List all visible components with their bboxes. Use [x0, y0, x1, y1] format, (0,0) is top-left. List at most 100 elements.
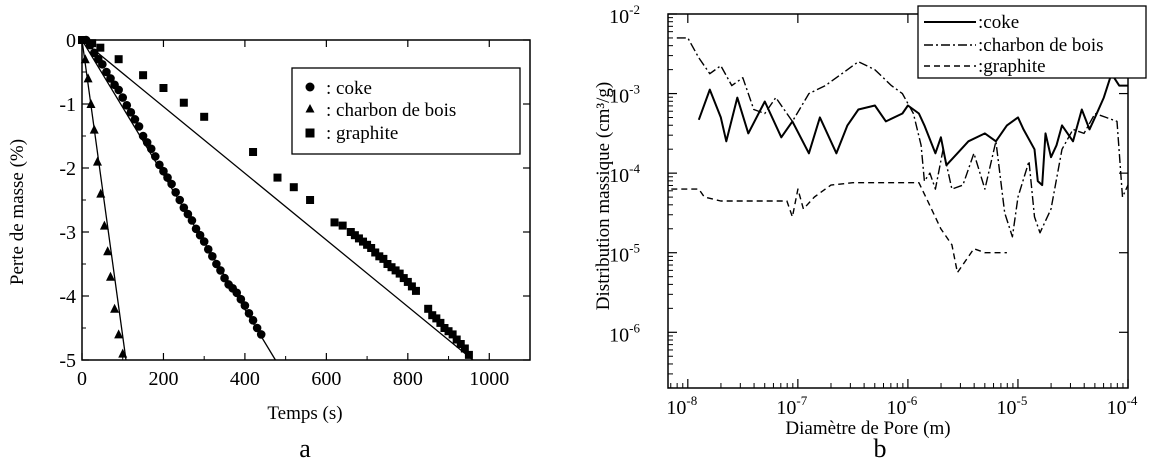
chart-a-point-graphite [306, 196, 315, 204]
chart-a-point-coke [195, 230, 205, 240]
chart-a-point-coke [134, 122, 144, 131]
chart-b-y-tick-label: 10-2 [609, 2, 640, 28]
chart-b-y-tick-exponent: -4 [629, 161, 640, 176]
chart-b-series-line-2 [671, 181, 1007, 274]
chart-a-point-graphite [139, 71, 148, 80]
chart-b-x-tick-label: 10-8 [666, 393, 697, 419]
chart-a-point-graphite [273, 173, 282, 182]
chart-a-point-graphite [200, 112, 209, 121]
chart-b-y-tick-base: 10 [609, 245, 629, 267]
chart-a-x-tick-label: 600 [311, 368, 341, 390]
chart-a-point-graphite [448, 330, 457, 339]
chart-a-point-coke [171, 188, 180, 197]
chart-a-point-coke [244, 308, 254, 318]
chart-a-point-graphite [428, 311, 437, 320]
chart-a-point-coke [232, 288, 242, 298]
chart-a-x-tick-label: 400 [230, 368, 260, 390]
chart-a-point-charbon [96, 188, 106, 198]
chart-a-point-graphite [330, 218, 339, 227]
chart-b-series-lines [671, 37, 1129, 274]
chart-a-point-coke [159, 166, 168, 176]
chart-a-point-coke [163, 173, 172, 182]
chart-b-x-tick-label: 10-6 [886, 393, 917, 419]
chart-a-point-coke [146, 144, 156, 154]
chart-a-point-charbon [99, 220, 109, 230]
chart-a-point-graphite [363, 240, 372, 249]
legend-a-graphite-label: : graphite [326, 123, 398, 144]
chart-b-y-tick-exponent: -3 [629, 82, 640, 97]
chart-a-point-graphite [403, 277, 412, 286]
chart-a-ticks: 0 200 400 600 800 1000 0 -1 -2 -3 -4 -5 [59, 30, 530, 390]
chart-a-point-graphite [367, 244, 376, 252]
legend-a-coke-marker [305, 82, 315, 92]
legend-a-coke-label: : coke [326, 78, 372, 99]
chart-a-point-charbon [83, 73, 93, 83]
chart-a-point-coke [138, 131, 148, 141]
chart-a-point-coke [175, 195, 185, 205]
chart-a-panel-label: a [299, 434, 311, 463]
chart-a-point-coke [236, 294, 246, 304]
chart-b-y-axis-label: Distribution massique (cm³/g) [593, 82, 614, 310]
chart-b-y-tick-base: 10 [609, 324, 629, 346]
legend-b-graphite-label: :graphite [978, 56, 1046, 77]
chart-a-point-coke [187, 216, 197, 225]
chart-a-fit-line-2 [81, 39, 474, 361]
chart-a-point-coke [142, 138, 152, 147]
chart-b-y-tick-base: 10 [609, 165, 629, 187]
chart-b: 10-8 10-7 10-6 10-5 10-410-210-310-410-510-6… [593, 2, 1147, 463]
chart-a-point-coke [199, 237, 209, 246]
chart-a-point-coke [248, 316, 258, 325]
chart-a-point-graphite [354, 234, 363, 243]
chart-b-x-tick-label: 10-7 [776, 393, 807, 419]
chart-a-point-charbon [114, 329, 124, 339]
chart-b-series-line-1 [676, 37, 1129, 238]
chart-a-point-charbon [103, 246, 113, 256]
chart-b-y-tick-label: 10-3 [609, 82, 640, 108]
chart-a-point-coke [252, 323, 262, 333]
chart-b-y-tick-label: 10-5 [609, 241, 640, 267]
chart-a-x-axis-label: Temps (s) [267, 403, 342, 424]
chart-a-point-graphite [159, 84, 168, 92]
chart-a-point-graphite [452, 335, 461, 344]
chart-a-point-graphite [436, 318, 445, 327]
chart-b-series-line-0 [697, 72, 1128, 187]
chart-b-ticks: 10-8 10-7 10-6 10-5 10-410-210-310-410-510-6 [609, 2, 1138, 419]
chart-b-x-tick-exponent: -7 [796, 393, 807, 408]
chart-b-y-tick-base: 10 [609, 86, 629, 108]
chart-a-point-graphite [407, 282, 416, 291]
chart-a-point-graphite [96, 43, 105, 52]
chart-a-point-graphite [395, 269, 404, 278]
chart-b-y-tick-base: 10 [609, 6, 629, 28]
chart-a-point-coke [179, 203, 189, 212]
chart-a-point-coke [183, 209, 193, 219]
chart-b-x-axis-label: Diamètre de Pore (m) [785, 418, 950, 439]
chart-a-point-graphite [399, 274, 408, 283]
chart-a-point-coke [203, 244, 213, 254]
chart-a-point-coke [220, 273, 229, 283]
chart-a-x-tick-label: 1000 [469, 368, 509, 390]
chart-a-point-graphite [78, 36, 86, 44]
chart-a-point-charbon [92, 156, 102, 166]
chart-b-x-tick-exponent: -5 [1017, 393, 1028, 408]
chart-a-x-tick-label: 200 [148, 368, 178, 390]
chart-a-x-tick-label: 800 [393, 368, 423, 390]
chart-a-point-graphite [371, 248, 380, 257]
chart-b-y-tick-label: 10-4 [609, 161, 640, 187]
chart-a-point-graphite [424, 304, 433, 313]
chart-b-x-tick-base: 10 [666, 397, 686, 419]
chart-a-point-charbon [86, 99, 96, 108]
chart-a-point-charbon [80, 54, 90, 64]
legend-a-charbon-marker [305, 104, 315, 113]
chart-b-plot-frame [667, 13, 1129, 389]
chart-a-point-coke [208, 252, 217, 261]
chart-a-point-coke [151, 152, 160, 161]
chart-a-point-coke [167, 179, 176, 189]
chart-a-point-graphite [350, 231, 359, 240]
chart-a-point-graphite [346, 228, 355, 236]
chart-a-point-graphite [387, 263, 396, 272]
chart-b-x-tick-label: 10-4 [1107, 393, 1138, 419]
chart-b-y-tick-exponent: -2 [629, 2, 640, 17]
chart-a-y-tick-label: -2 [59, 158, 76, 180]
chart-b-panel-label: b [874, 434, 887, 463]
